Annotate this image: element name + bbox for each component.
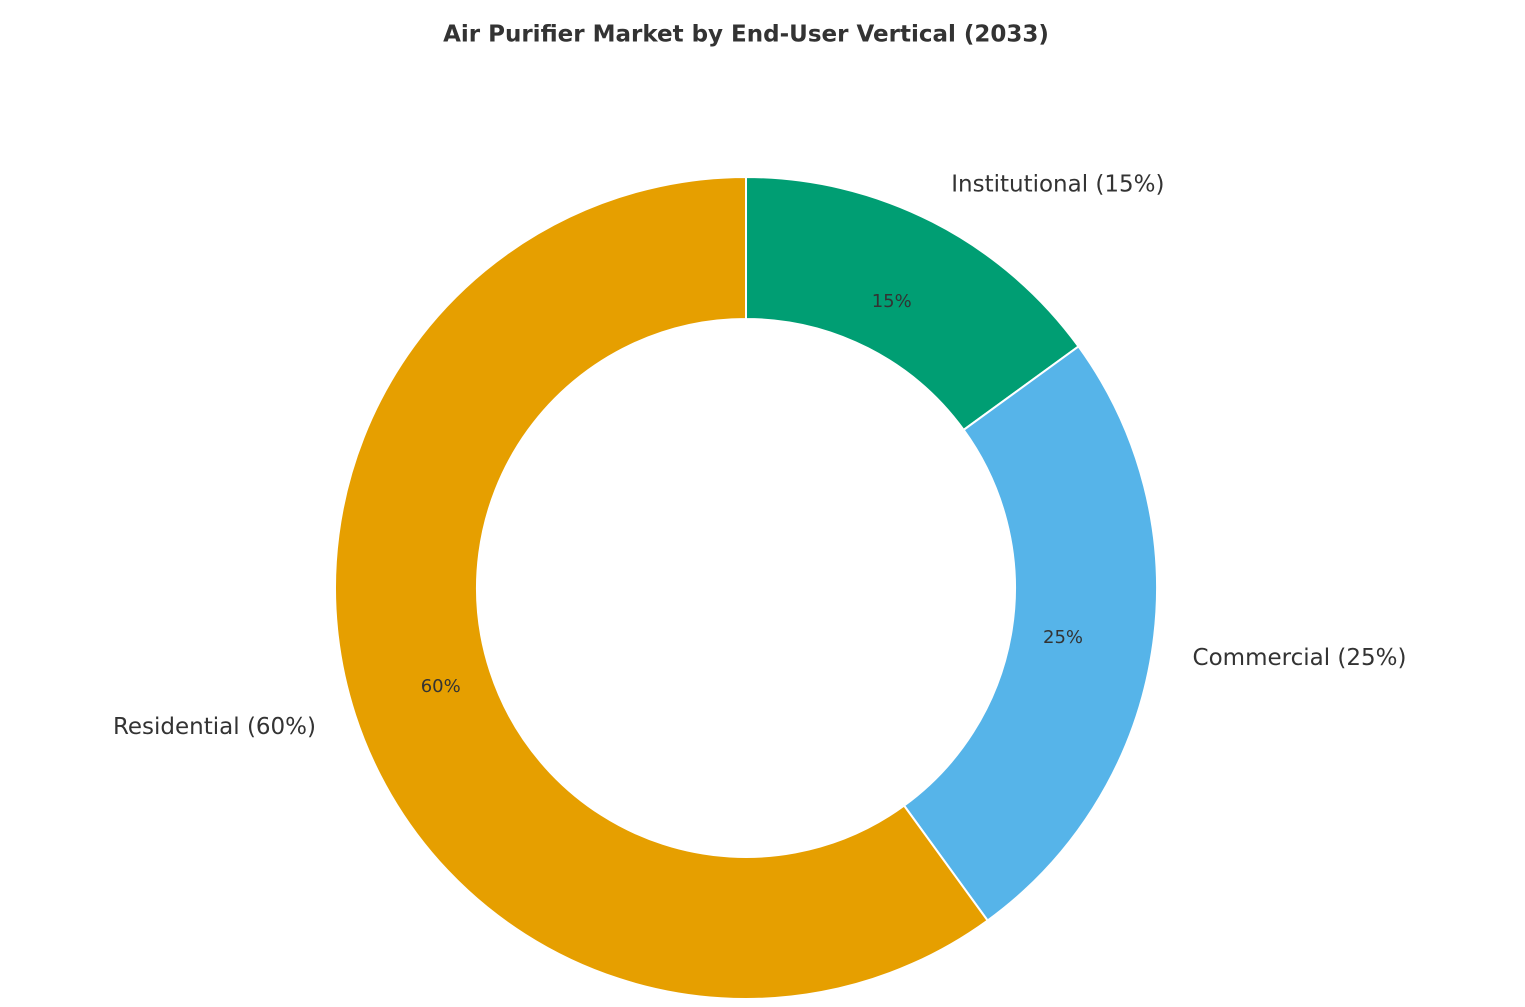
category-label: Residential (60%) [113,714,316,740]
value-label: 15% [872,291,912,312]
chart-title: Air Purifier Market by End-User Vertical… [443,22,1049,48]
value-label: 25% [1043,627,1083,648]
donut-slice [334,175,989,1000]
value-label: 60% [421,676,461,697]
donut-slice [902,345,1158,922]
category-label: Commercial (25%) [1193,645,1407,671]
category-label: Institutional (15%) [951,172,1164,198]
